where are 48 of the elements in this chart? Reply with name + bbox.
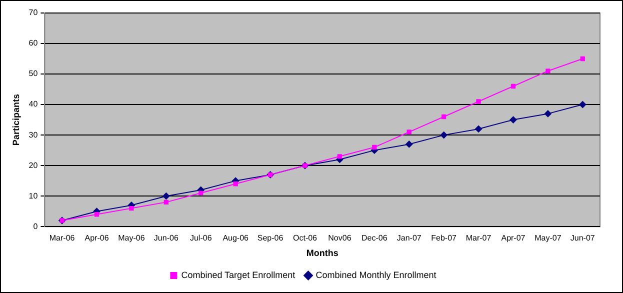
y-axis-title: Participants [10,94,21,146]
x-tick-label: Jun-06 [154,234,179,243]
point [164,200,169,205]
point [406,130,412,134]
x-tick-label: Apr-07 [501,234,526,243]
x-tick-label: May-07 [534,234,562,243]
x-tick-label: May-06 [118,234,146,243]
legend-label: Combined Monthly Enrollment [316,270,437,280]
x-axis-title: Months [306,248,338,258]
x-tick-label: Jun-07 [570,234,596,243]
point [372,144,377,150]
y-tick-label: 0 [33,222,38,231]
x-tick-label: Mar-07 [466,234,492,243]
point [546,68,550,74]
point [162,192,170,200]
point [476,99,481,104]
point [544,110,552,118]
y-tick-label: 50 [28,69,38,78]
x-tick-label: Mar-06 [49,234,76,243]
x-tick-label: Apr-06 [84,234,110,243]
point [337,154,342,159]
x-tick-label: Feb-07 [431,234,458,243]
point [510,116,517,124]
y-tick-label: 70 [28,8,38,18]
legend-label: Combined Target Enrollment [181,270,296,280]
point [233,182,238,186]
x-tick-label: Jul-06 [190,234,212,243]
x-tick-label: Jan-07 [396,234,422,243]
y-tick-label: 10 [28,191,38,200]
point [441,114,446,120]
point [510,84,516,89]
y-tick-label: 30 [28,130,38,140]
point [129,206,134,211]
y-tick-label: 20 [28,160,38,170]
point [198,190,204,196]
x-tick-label: Oct-06 [292,234,318,243]
y-tick-label: 40 [28,100,38,109]
point [406,140,413,148]
point [440,132,448,139]
point [580,56,585,62]
point [579,101,586,108]
y-tick-label: 60 [28,38,38,48]
point [475,125,482,132]
x-tick-label: Dec-06 [362,234,388,243]
x-tick-label: Aug-06 [222,234,250,243]
x-tick-label: Nov06 [328,234,352,243]
x-tick-label: Sep-06 [257,234,284,243]
point [94,212,100,217]
